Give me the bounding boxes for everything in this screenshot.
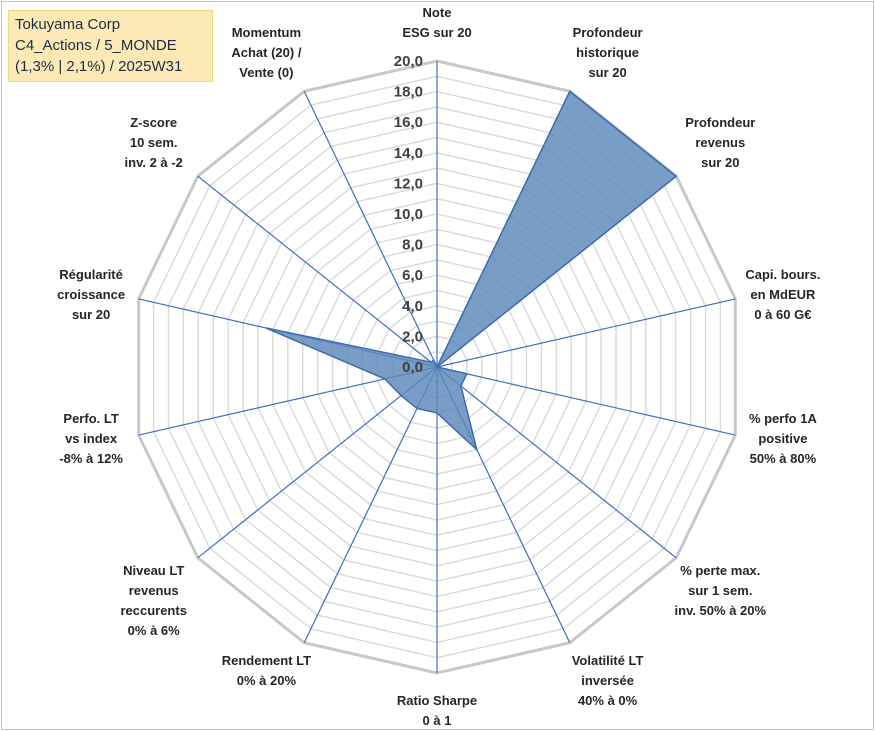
radar-axis-label-line: inv. 2 à -2 <box>125 155 183 170</box>
radar-axis-label-line: 50% à 80% <box>750 451 817 466</box>
radar-axis-label-line: en MdEUR <box>750 287 816 302</box>
radar-spoke <box>303 91 438 368</box>
radar-axis-label-line: Z-score <box>130 115 177 130</box>
radar-axis-label: Momentum Achat (20) / Vente (0) <box>231 25 301 80</box>
radar-tick-label: 14,0 <box>394 145 423 162</box>
radar-spoke <box>197 175 438 368</box>
chart-title-period: (1,3% | 2,1%) / 2025W31 <box>15 58 183 75</box>
radar-axis-label-line: Profondeur <box>573 25 643 40</box>
radar-axis-label-line: positive <box>758 431 807 446</box>
radar-axis-label-line: reccurents <box>120 603 186 618</box>
radar-axis-label-line: % perte max. <box>680 563 760 578</box>
radar-axis-label: % perte max. sur 1 sem. inv. 50% à 20% <box>675 563 767 618</box>
radar-axis-label-line: ESG sur 20 <box>402 25 471 40</box>
radar-spoke <box>303 366 438 643</box>
radar-axis-label: Perfo. LT vs index -8% à 12% <box>59 411 123 466</box>
radar-tick-label: 12,0 <box>394 175 423 192</box>
radar-axis-label-line: sur 20 <box>588 65 626 80</box>
radar-tick-label: 10,0 <box>394 206 423 223</box>
radar-tick-label: 16,0 <box>394 114 423 131</box>
radar-axis-label-line: Ratio Sharpe <box>397 693 477 708</box>
radar-axis-label: Ratio Sharpe 0 à 1 <box>397 693 477 728</box>
radar-axis-label: Capi. bours. en MdEUR 0 à 60 G€ <box>745 267 820 322</box>
radar-axis-label-line: sur 1 sem. <box>688 583 752 598</box>
radar-axis-label-line: inversée <box>581 673 634 688</box>
radar-axis-label-line: Régularité <box>59 267 123 282</box>
chart-title-box: Tokuyama Corp C4_Actions / 5_MONDE (1,3%… <box>8 10 213 82</box>
radar-axis-labels: Note ESG sur 20 Profondeur historique sur 20… <box>57 5 820 728</box>
radar-axis-label-line: % perfo 1A <box>749 411 818 426</box>
radar-axis-label: Profondeur revenus sur 20 <box>685 115 755 170</box>
radar-axis-label-line: Vente (0) <box>239 65 293 80</box>
radar-axis-label-line: sur 20 <box>72 307 110 322</box>
radar-axis-label: Note ESG sur 20 <box>402 5 471 40</box>
radar-axis-label-line: inv. 50% à 20% <box>675 603 767 618</box>
radar-axis-label: Régularité croissance sur 20 <box>57 267 125 322</box>
radar-spoke <box>197 366 438 559</box>
radar-tick-label: 0,0 <box>402 359 423 376</box>
radar-series <box>265 90 678 452</box>
radar-tick-label: 6,0 <box>402 267 423 284</box>
radar-axis-label: % perfo 1A positive 50% à 80% <box>749 411 818 466</box>
radar-tick-label: 20,0 <box>394 53 423 70</box>
radar-axis-label: Volatilité LT inversée 40% à 0% <box>572 653 644 708</box>
radar-axis-label: Profondeur historique sur 20 <box>573 25 643 80</box>
radar-tick-label: 4,0 <box>402 298 423 315</box>
radar-axis-label-line: Profondeur <box>685 115 755 130</box>
radar-axis-label-line: Achat (20) / <box>231 45 301 60</box>
radar-axis-label-line: Momentum <box>232 25 301 40</box>
radar-axis-label-line: -8% à 12% <box>59 451 123 466</box>
radar-tick-label: 18,0 <box>394 84 423 101</box>
radar-tick-labels: 0,0 2,0 4,0 6,0 8,0 10,0 12,0 14,0 16,0 18,0 20,0 <box>394 53 423 376</box>
radar-axis-label-line: 0 à 1 <box>423 713 452 728</box>
radar-axis-label: Rendement LT 0% à 20% <box>222 653 311 688</box>
radar-axis-label-line: Volatilité LT <box>572 653 644 668</box>
radar-axis-label-line: Rendement LT <box>222 653 311 668</box>
radar-axis-label-line: sur 20 <box>701 155 739 170</box>
radar-spoke <box>436 366 677 559</box>
radar-axis-label-line: revenus <box>695 135 745 150</box>
radar-axis-label-line: Niveau LT <box>123 563 184 578</box>
radar-axis-label-line: vs index <box>65 431 118 446</box>
radar-axis-label-line: 0% à 6% <box>128 623 180 638</box>
radar-axis-label: Niveau LT revenus reccurents 0% à 6% <box>120 563 186 638</box>
radar-axis-label-line: Perfo. LT <box>63 411 118 426</box>
radar-axis-label-line: croissance <box>57 287 125 302</box>
radar-axis-label-line: Capi. bours. <box>745 267 820 282</box>
radar-axis-label-line: 40% à 0% <box>578 693 638 708</box>
radar-axis-label-line: 0 à 60 G€ <box>754 307 811 322</box>
radar-axis-label: Z-score 10 sem. inv. 2 à -2 <box>125 115 183 170</box>
radar-tick-label: 2,0 <box>402 328 423 345</box>
radar-spoke <box>436 298 736 368</box>
radar-axis-label-line: Note <box>423 5 452 20</box>
chart-title-category: C4_Actions / 5_MONDE <box>15 37 177 54</box>
radar-axis-label-line: 10 sem. <box>130 135 178 150</box>
radar-axis-label-line: historique <box>576 45 639 60</box>
radar-spoke <box>436 366 736 436</box>
radar-tick-label: 8,0 <box>402 237 423 254</box>
chart-title-company: Tokuyama Corp <box>15 16 121 33</box>
radar-axis-label-line: 0% à 20% <box>237 673 297 688</box>
radar-axis-label-line: revenus <box>129 583 179 598</box>
